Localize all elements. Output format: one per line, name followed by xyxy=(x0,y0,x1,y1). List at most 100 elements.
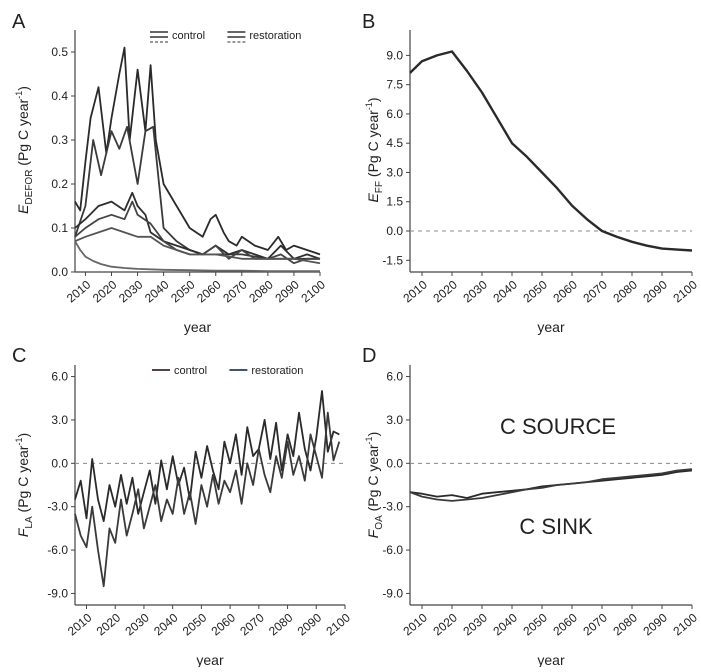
y-axis-label: EFF (Pg C year-1) xyxy=(364,97,385,202)
x-tick-label: 2010 xyxy=(400,610,430,638)
x-tick-label: 2060 xyxy=(550,277,580,305)
y-tick-label: -6.0 xyxy=(47,543,68,557)
x-tick-label: 2010 xyxy=(65,610,95,638)
x-tick-label: 2060 xyxy=(550,610,580,638)
y-tick-label: 9.0 xyxy=(386,48,403,62)
panel-letter: B xyxy=(362,11,375,33)
y-tick-label: 0.1 xyxy=(51,221,68,235)
y-tick-label: 0.0 xyxy=(386,224,403,238)
legend-label: control xyxy=(174,365,207,377)
x-axis-label: year xyxy=(196,652,224,667)
y-tick-label: 6.0 xyxy=(386,370,403,384)
legend-label: restoration xyxy=(249,30,301,42)
x-tick-label: 2030 xyxy=(116,277,146,305)
series-line xyxy=(74,240,320,272)
annotation-sink: C SINK xyxy=(519,514,593,539)
x-tick-label: 2020 xyxy=(90,277,120,305)
legend: control restoration xyxy=(152,365,303,377)
x-tick-label: 2020 xyxy=(94,610,124,638)
panel-a: A0.00.10.20.30.40.5201020202030204020502… xyxy=(12,11,328,335)
y-tick-label: 0.5 xyxy=(51,45,68,59)
x-tick-label: 2050 xyxy=(168,277,198,305)
x-tick-label: 2070 xyxy=(237,610,267,638)
x-tick-label: 2040 xyxy=(490,277,520,305)
y-tick-label: -3.0 xyxy=(47,500,68,514)
y-tick-label: 0.3 xyxy=(51,133,68,147)
y-tick-label: 0.2 xyxy=(51,177,68,191)
x-tick-label: 2050 xyxy=(520,610,550,638)
y-tick-label: 7.5 xyxy=(386,78,403,92)
y-tick-label: 0.4 xyxy=(51,89,68,103)
annotation-source: C SOURCE xyxy=(500,414,616,439)
y-tick-label: 3.0 xyxy=(386,413,403,427)
x-tick-label: 2100 xyxy=(670,610,700,638)
x-axis-label: year xyxy=(184,319,212,335)
y-tick-label: 0.0 xyxy=(51,265,68,279)
series-line xyxy=(74,191,321,260)
series-line xyxy=(74,390,340,522)
x-tick-label: 2080 xyxy=(266,610,296,638)
y-tick-label: -9.0 xyxy=(382,586,403,600)
panel-letter: A xyxy=(12,11,26,33)
x-tick-label: 2100 xyxy=(298,277,328,305)
x-tick-label: 2090 xyxy=(640,610,670,638)
y-axis-label: FLA (Pg C year-1) xyxy=(14,433,35,537)
x-tick-label: 2040 xyxy=(490,610,520,638)
x-tick-label: 2100 xyxy=(670,277,700,305)
x-tick-label: 2040 xyxy=(142,277,172,305)
y-tick-label: 6.0 xyxy=(51,370,68,384)
x-tick-label: 2070 xyxy=(580,277,610,305)
x-tick-label: 2040 xyxy=(151,610,181,638)
x-tick-label: 2020 xyxy=(430,610,460,638)
y-axis-label: EDEFOR (Pg C year-1) xyxy=(14,86,35,214)
y-tick-label: 4.5 xyxy=(386,136,403,150)
x-tick-label: 2060 xyxy=(194,277,224,305)
y-tick-label: 0.0 xyxy=(51,456,68,470)
x-axis-label: year xyxy=(537,319,565,335)
x-tick-label: 2010 xyxy=(64,277,94,305)
x-tick-label: 2020 xyxy=(430,277,460,305)
x-tick-label: 2090 xyxy=(640,277,670,305)
series-line xyxy=(74,227,321,265)
series-line xyxy=(74,411,341,588)
legend-label: control xyxy=(172,30,205,42)
x-tick-label: 2030 xyxy=(122,610,152,638)
legend: control restoration xyxy=(150,30,301,43)
x-tick-label: 2080 xyxy=(610,610,640,638)
y-tick-label: 3.0 xyxy=(51,413,68,427)
y-axis-label: FOA (Pg C year-1) xyxy=(364,432,385,539)
x-tick-label: 2060 xyxy=(209,610,239,638)
x-tick-label: 2080 xyxy=(246,277,276,305)
panel-letter: D xyxy=(362,345,376,367)
y-tick-label: -9.0 xyxy=(47,586,68,600)
y-tick-label: -1.5 xyxy=(382,253,403,267)
x-tick-label: 2010 xyxy=(400,277,430,305)
y-tick-label: -6.0 xyxy=(382,543,403,557)
x-tick-label: 2090 xyxy=(295,610,325,638)
x-tick-label: 2050 xyxy=(520,277,550,305)
y-tick-label: 0.0 xyxy=(386,456,403,470)
x-tick-label: 2080 xyxy=(610,277,640,305)
x-tick-label: 2070 xyxy=(220,277,250,305)
series-line xyxy=(74,125,320,260)
y-tick-label: 6.0 xyxy=(386,107,403,121)
panel-letter: C xyxy=(12,345,26,367)
x-tick-label: 2030 xyxy=(460,610,490,638)
x-tick-label: 2070 xyxy=(580,610,610,638)
series-line xyxy=(409,50,693,252)
series-line xyxy=(74,46,321,256)
y-tick-label: -3.0 xyxy=(382,500,403,514)
x-tick-label: 2050 xyxy=(180,610,210,638)
x-axis-label: year xyxy=(537,652,565,667)
x-tick-label: 2090 xyxy=(272,277,302,305)
legend-label: restoration xyxy=(251,365,303,377)
series-line xyxy=(409,468,693,502)
x-tick-label: 2100 xyxy=(323,610,353,638)
y-tick-label: 3.0 xyxy=(386,165,403,179)
y-tick-label: 1.5 xyxy=(386,195,403,209)
x-tick-label: 2030 xyxy=(460,277,490,305)
